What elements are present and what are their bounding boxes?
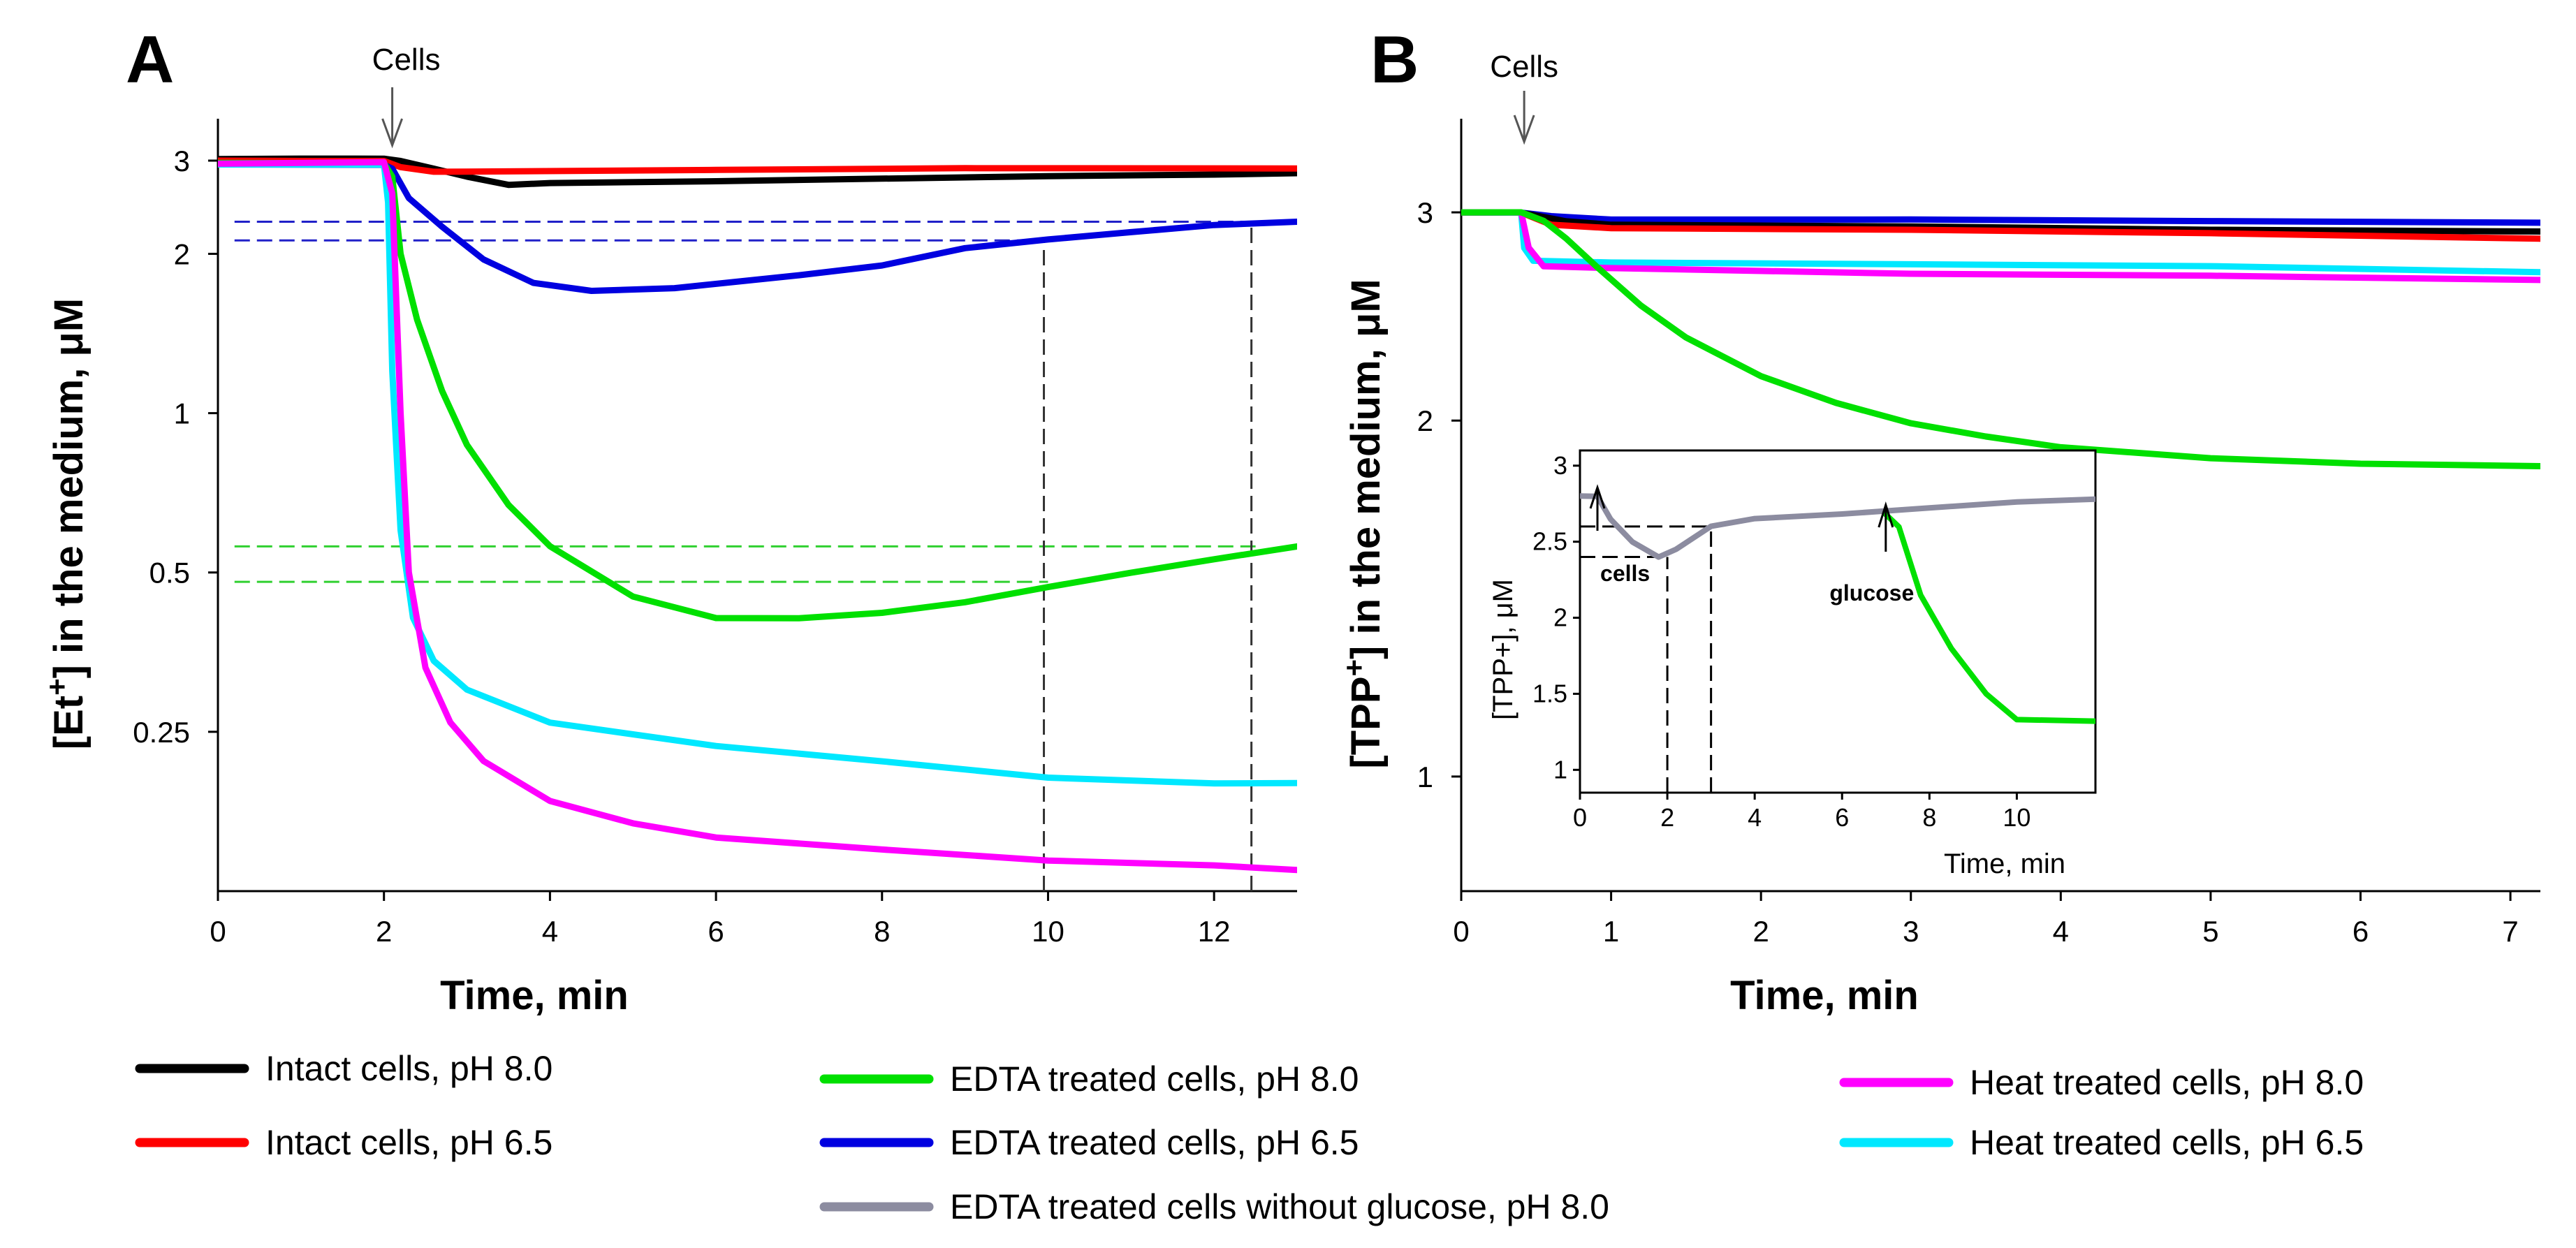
- inset-x-tick-label: 0: [1573, 803, 1587, 832]
- panel-b-series-heat-treated-cells-ph-8-0: [1461, 209, 2540, 284]
- panel-b-x-tick-label: 5: [2202, 915, 2218, 948]
- panel-a-y-tick-label: 3: [174, 145, 190, 177]
- inset-y-tick-label: 2: [1553, 603, 1567, 632]
- inset-x-tick-label: 6: [1835, 803, 1849, 832]
- panel-a-series-heat-treated-cells-ph-8-0: [218, 159, 1297, 874]
- panel-a-series-edta-treated-cells-ph-8-0: [218, 159, 1297, 622]
- inset-x-tick-label: 4: [1748, 803, 1762, 832]
- inset-x-tick-label: 8: [1922, 803, 1936, 832]
- panel-a-x-tick-label: 6: [708, 915, 724, 948]
- panel-a-x-tick-label: 2: [376, 915, 392, 948]
- legend-label: Intact cells, pH 8.0: [265, 1049, 552, 1088]
- panel-b-x-tick-label: 6: [2352, 915, 2369, 948]
- legend-item-edta-treated-cells-ph-6-5: EDTA treated cells, pH 6.5: [819, 1123, 1359, 1162]
- inset-frame: [1579, 449, 2097, 794]
- panel-b-series-edta-treated-cells-ph-6-5: [1461, 209, 2540, 226]
- inset-y-axis-title: [TPP+], μM: [1488, 579, 1518, 720]
- inset-cells-arrow-head: [1589, 484, 1606, 509]
- panel-b-annotation-arrow-head: [1513, 115, 1535, 145]
- inset-x-tick-label: 10: [2003, 803, 2030, 832]
- legend-label: Intact cells, pH 6.5: [265, 1123, 552, 1162]
- panel-b-x-axis-title: Time, min: [1730, 973, 1919, 1018]
- panel-a-x-tick-label: 0: [210, 915, 226, 948]
- inset-y-tick-label: 3: [1553, 451, 1567, 480]
- inset-series-edta-treated-cells-without-glucose-ph-8-0: [1580, 493, 2095, 560]
- panel-a-ylabel-pre: [Et: [46, 696, 92, 749]
- panel-a-x-tick-label: 4: [542, 915, 558, 948]
- panel-a-series-heat-treated-cells-ph-6-5: [218, 161, 1297, 787]
- inset-y-tick-label: 2.5: [1532, 527, 1567, 556]
- legend-label: EDTA treated cells without glucose, pH 8…: [950, 1187, 1609, 1226]
- legend-label: Heat treated cells, pH 6.5: [1970, 1123, 2364, 1162]
- panel-a-x-tick-label: 8: [874, 915, 890, 948]
- panel-b-y-tick-label: 2: [1417, 404, 1433, 437]
- panel-a-x-tick-label: 12: [1198, 915, 1231, 948]
- inset-series-edta-treated-cells-ph-8-0: [1882, 511, 2095, 724]
- panel-a-y-tick-label: 0.25: [133, 716, 190, 749]
- panel-a-annotation-arrow-head: [381, 118, 403, 149]
- panel-a-chart: A Time, min [Et+] in the medium, μM 0 2 4 6…: [41, 22, 1297, 1018]
- legend-item-intact-cells-ph-8-0: Intact cells, pH 8.0: [135, 1049, 552, 1088]
- inset-annotation-glucose: glucose: [1829, 580, 1914, 605]
- panel-a-letter: A: [126, 22, 174, 97]
- panel-a-y-tick-label: 2: [174, 237, 190, 270]
- legend-item-heat-treated-cells-ph-8-0: Heat treated cells, pH 8.0: [1839, 1063, 2364, 1102]
- panel-a-series-edta-treated-cells-ph-6-5: [218, 161, 1297, 294]
- panel-b-letter: B: [1370, 22, 1419, 97]
- inset-y-tick-label: 1: [1553, 755, 1567, 784]
- panel-a-annotation-cells: Cells: [372, 43, 441, 77]
- panel-b-x-tick-label: 3: [1903, 915, 1919, 948]
- panel-b-x-tick-label: 0: [1453, 915, 1469, 948]
- legend: Intact cells, pH 8.0 Intact cells, pH 6.5…: [135, 1049, 2364, 1226]
- panel-b-annotation-cells: Cells: [1490, 50, 1558, 84]
- legend-label: EDTA treated cells, pH 8.0: [950, 1059, 1359, 1099]
- panel-b-ylabel-pre: [TPP: [1343, 677, 1389, 769]
- panel-a-ylabel-post: ] in the medium, μM: [46, 298, 92, 679]
- legend-label: Heat treated cells, pH 8.0: [1970, 1063, 2364, 1102]
- panel-b-x-tick-label: 4: [2053, 915, 2069, 948]
- legend-item-intact-cells-ph-6-5: Intact cells, pH 6.5: [135, 1123, 552, 1162]
- legend-label: EDTA treated cells, pH 6.5: [950, 1123, 1359, 1162]
- inset-x-tick-label: 2: [1660, 803, 1674, 832]
- inset-glucose-arrow-head: [1878, 501, 1894, 528]
- panel-b-x-tick-label: 2: [1752, 915, 1769, 948]
- panel-b-y-axis-title: [TPP+] in the medium, μM: [1338, 279, 1389, 768]
- panel-b-inset: Time, min [TPP+], μM 0 2 4 6 8 10 1 1.5 2 2.5 3 cel…: [1488, 449, 2097, 879]
- panel-a-y-axis-title: [Et+] in the medium, μM: [41, 298, 92, 749]
- panel-b-x-tick-label: 1: [1603, 915, 1619, 948]
- panel-b-series-edta-treated-cells-ph-8-0: [1461, 209, 2540, 469]
- panel-b-y-tick-label: 3: [1417, 196, 1433, 229]
- inset-annotation-cells: cells: [1600, 561, 1650, 586]
- panel-a-y-tick-label: 0.5: [149, 557, 190, 589]
- panel-b-y-tick-label: 1: [1417, 761, 1433, 793]
- panel-b-x-tick-label: 7: [2502, 915, 2518, 948]
- panel-b-ylabel-post: ] in the medium, μM: [1343, 279, 1389, 659]
- panel-b-ylabel-sup: +: [1338, 659, 1370, 677]
- panel-a-x-tick-label: 10: [1032, 915, 1064, 948]
- legend-item-heat-treated-cells-ph-6-5: Heat treated cells, pH 6.5: [1839, 1123, 2364, 1162]
- legend-item-edta-treated-cells-without-glucose-ph-8-0: EDTA treated cells without glucose, pH 8…: [819, 1187, 1609, 1226]
- legend-item-edta-treated-cells-ph-8-0: EDTA treated cells, pH 8.0: [819, 1059, 1359, 1099]
- inset-x-axis-title: Time, min: [1944, 849, 2065, 879]
- inset-y-tick-label: 1.5: [1532, 679, 1567, 707]
- panel-a-ylabel-sup: +: [41, 678, 73, 696]
- panel-a-y-tick-label: 1: [174, 397, 190, 430]
- panel-a-x-axis-title: Time, min: [440, 973, 629, 1018]
